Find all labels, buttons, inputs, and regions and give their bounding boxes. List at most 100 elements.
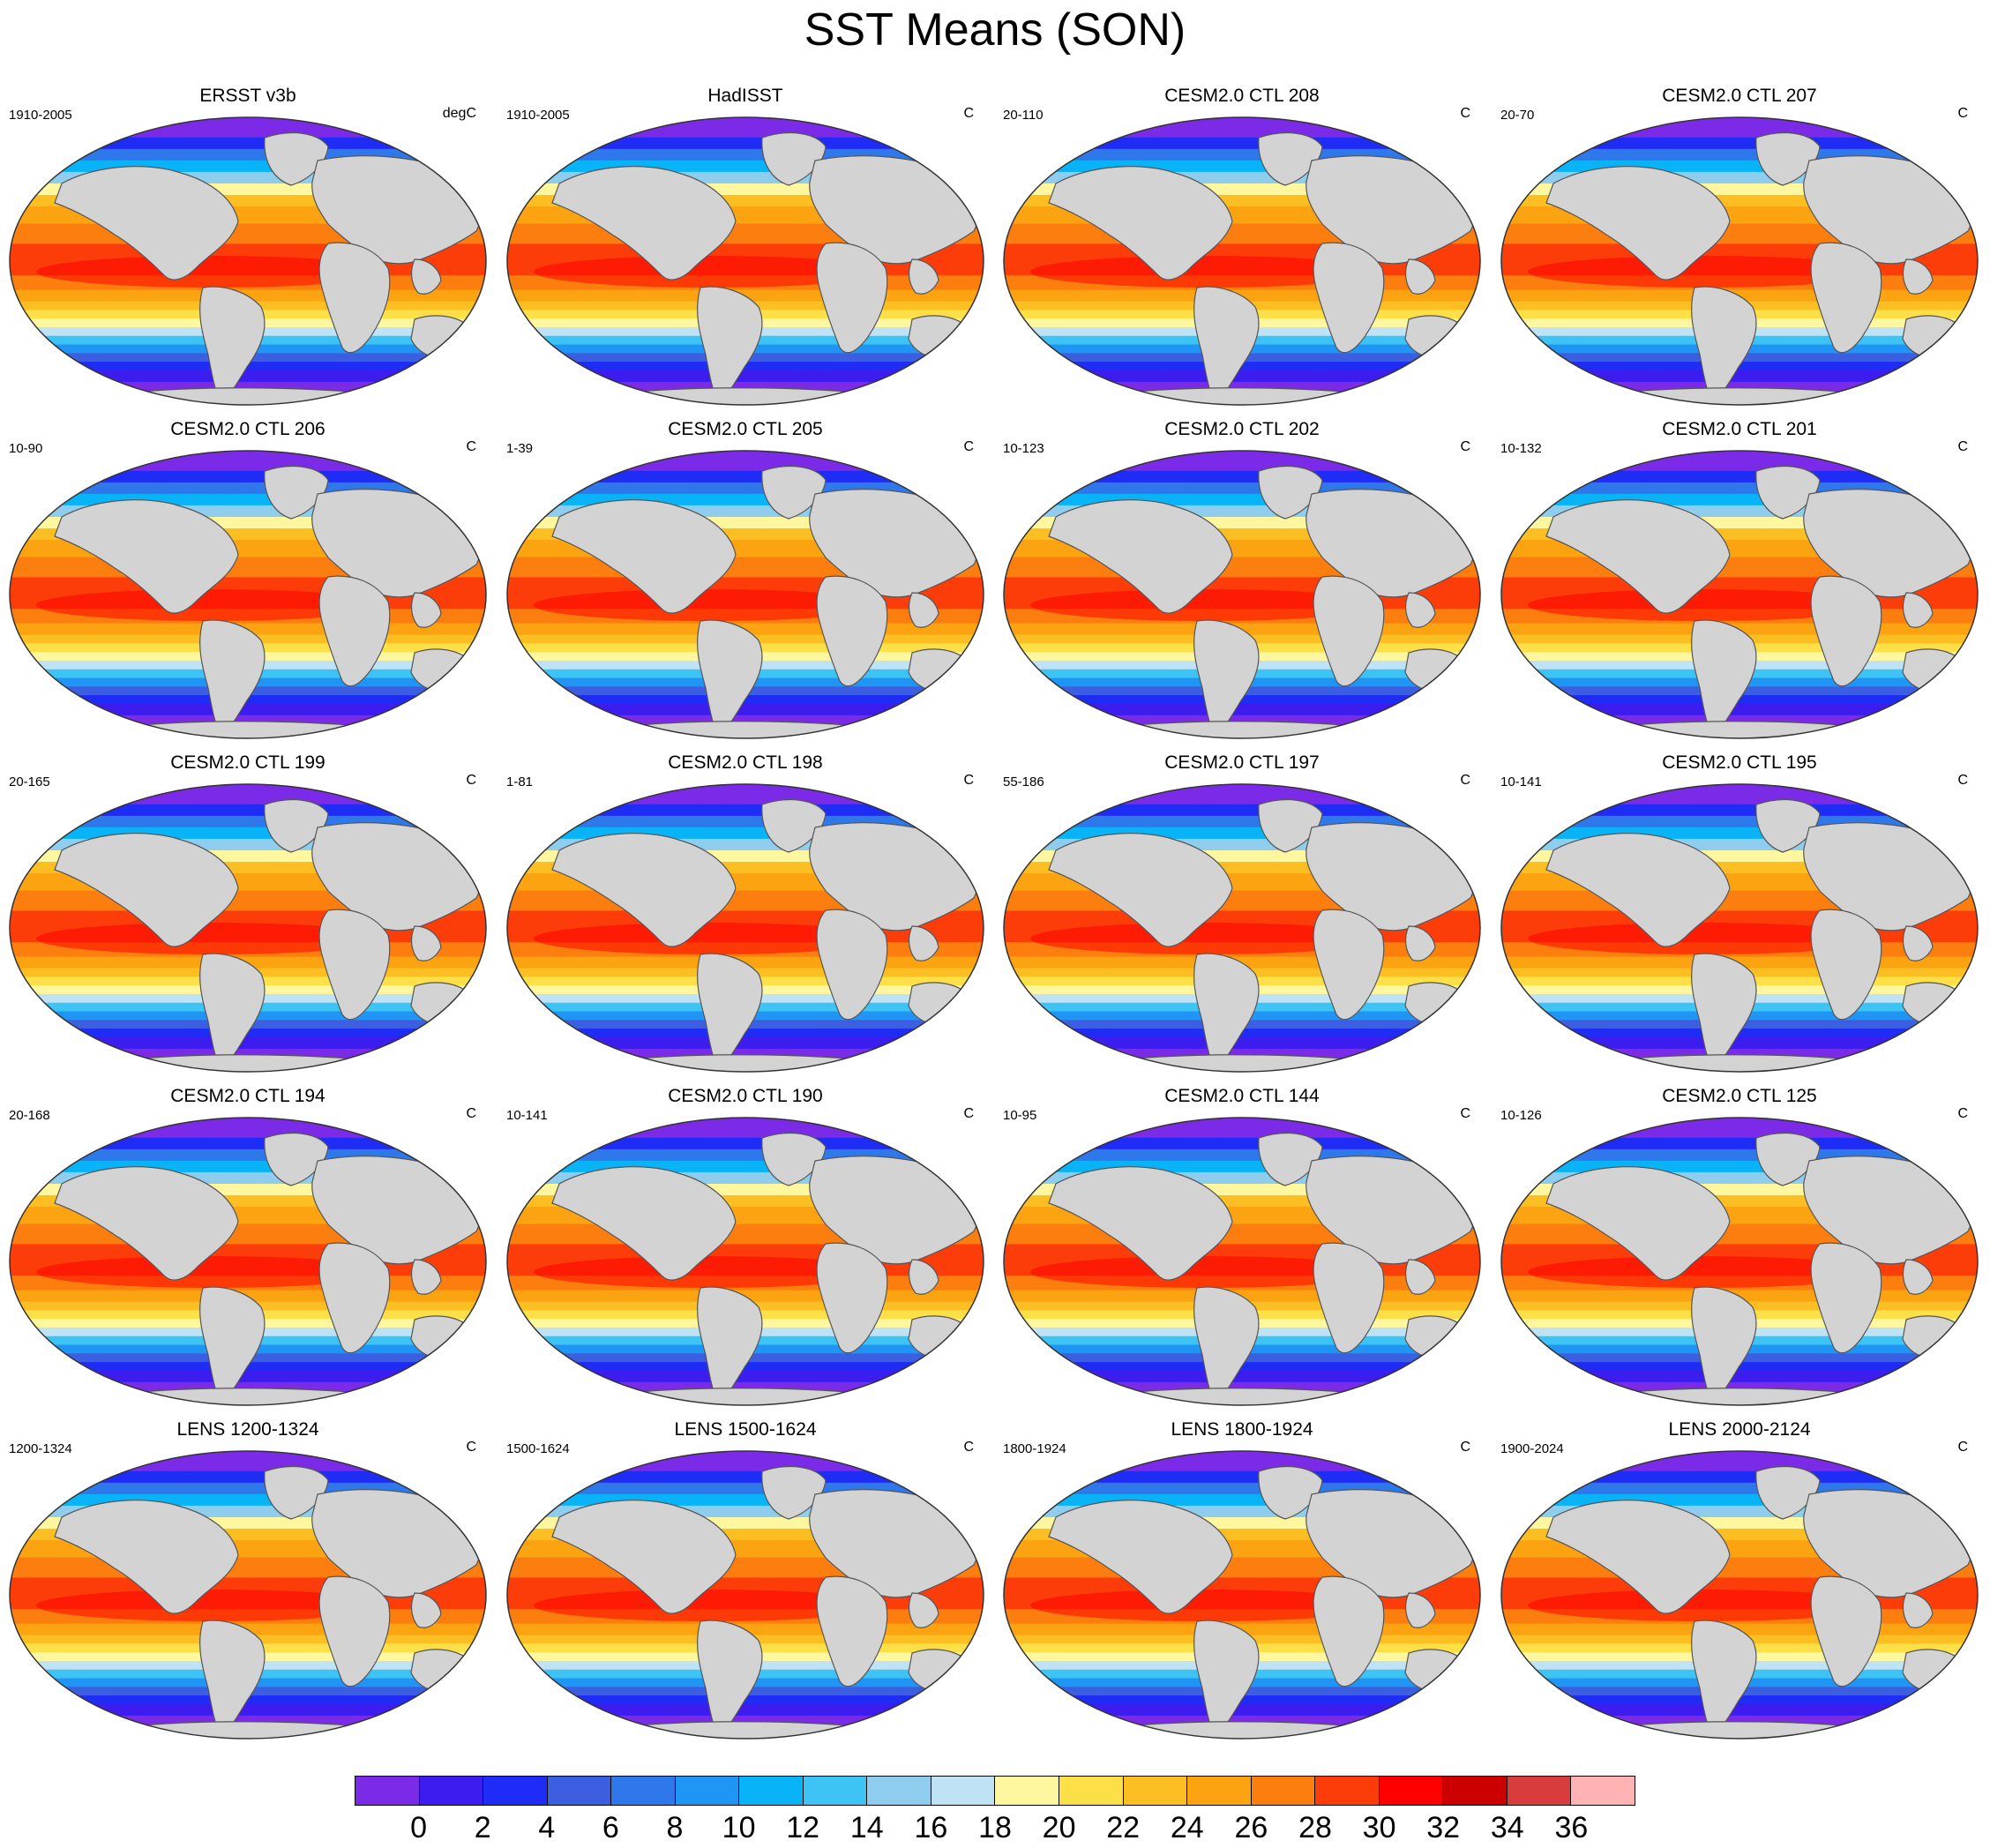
colorbar-tick-label: 18 [978, 1811, 1012, 1844]
colorbar-labels: 0 2 4 6 8 10 12 14 16 18 20 22 24 26 28 30 32 34 36 [355, 1810, 1635, 1845]
map-border [1500, 1450, 1979, 1740]
colorbar-segment [675, 1777, 740, 1805]
sst-map [1500, 1450, 1979, 1740]
land-mass [1404, 258, 1436, 295]
land-mass [318, 1242, 391, 1354]
sst-map [1003, 450, 1481, 739]
land-mass [816, 575, 888, 687]
panel-title: CESM2.0 CTL 201 [1662, 419, 1817, 439]
warm-pool [36, 1256, 389, 1288]
panel-period-label: 1500-1624 [506, 1441, 570, 1456]
land-mass [1048, 166, 1233, 281]
panel-period-label: 1-39 [506, 441, 534, 456]
panel-units-label: C [1460, 106, 1470, 121]
land-mass [1098, 387, 1384, 405]
sst-band [10, 703, 486, 716]
panel-units-label: C [963, 439, 974, 454]
panel-units-label: C [963, 1440, 974, 1455]
sst-map [506, 116, 984, 406]
sst-band [1004, 451, 1480, 472]
map-panel: CESM2.0 CTL 205 1-39 C [498, 418, 993, 750]
land-mass [104, 387, 390, 405]
panel-period-label: 10-95 [1003, 1108, 1037, 1123]
sst-band [1004, 1470, 1480, 1484]
map-panel: CESM2.0 CTL 198 1-81 C [498, 752, 993, 1083]
map-panel: CESM2.0 CTL 206 10-90 C [0, 418, 496, 750]
sst-map [1500, 116, 1979, 406]
sst-band [10, 1137, 486, 1150]
land-mass [908, 1259, 939, 1295]
panel-title: CESM2.0 CTL 199 [170, 752, 325, 773]
panel-period-label: 1900-2024 [1500, 1441, 1564, 1456]
sst-band [10, 1482, 486, 1495]
sst-band [507, 815, 984, 828]
sst-map [1500, 783, 1979, 1073]
colorbar-segment [1251, 1777, 1316, 1805]
sst-band [1501, 137, 1978, 150]
sst-band [1004, 1137, 1480, 1150]
colorbar-tick-label: 26 [1234, 1811, 1268, 1844]
map-border [9, 1450, 487, 1740]
land-mass [1545, 1500, 1731, 1614]
land-mass [816, 242, 888, 354]
sst-band [10, 815, 486, 828]
map-panel: CESM2.0 CTL 199 20-165 C [0, 752, 496, 1083]
land-mass [1313, 1575, 1385, 1687]
map-border [1003, 1450, 1481, 1740]
sst-band [507, 137, 984, 150]
sst-band [1501, 1036, 1978, 1050]
sst-band [10, 1703, 486, 1717]
land-mass [1048, 1500, 1233, 1614]
colorbar-tick-label: 36 [1554, 1811, 1589, 1844]
warm-pool [1528, 1590, 1881, 1621]
panel-title: LENS 1200-1324 [176, 1419, 319, 1440]
panel-title: LENS 1500-1624 [674, 1419, 817, 1440]
land-mass [908, 592, 939, 628]
land-mass [54, 1166, 239, 1281]
sst-band [507, 1703, 984, 1717]
sst-band [10, 451, 486, 472]
land-mass [551, 499, 737, 614]
sst-band [10, 1470, 486, 1484]
colorbar-tick-label: 24 [1170, 1811, 1204, 1844]
panel-units-label: C [963, 106, 974, 121]
panel-period-label: 1800-1924 [1003, 1441, 1066, 1456]
land-mass [318, 575, 391, 687]
colorbar-segment [547, 1777, 612, 1805]
warm-pool [36, 589, 389, 621]
sst-band [1004, 703, 1480, 716]
panel-units-label: C [466, 773, 476, 788]
land-mass [1048, 1166, 1233, 1281]
panel-units-label: C [1957, 439, 1968, 454]
sst-band [1004, 815, 1480, 828]
page-title: SST Means (SON) [804, 4, 1186, 56]
sst-band [1004, 370, 1480, 383]
sst-band [1501, 1137, 1978, 1150]
warm-pool [534, 923, 887, 954]
colorbar-segment [1315, 1777, 1380, 1805]
sst-map [9, 783, 487, 1073]
warm-pool [534, 589, 887, 621]
land-mass [1902, 1592, 1934, 1628]
panel-units-label: C [963, 773, 974, 788]
map-border [506, 450, 984, 739]
land-mass [1902, 258, 1934, 295]
sst-band [1501, 1703, 1978, 1717]
map-panel: CESM2.0 CTL 207 20-70 C [1492, 85, 1987, 416]
map-border [506, 783, 984, 1073]
map-border [9, 783, 487, 1073]
warm-pool [1528, 923, 1881, 954]
panel-units-label: degC [442, 106, 476, 121]
colorbar-segment [739, 1777, 804, 1805]
panel-period-label: 10-123 [1003, 441, 1044, 456]
land-mass [104, 1054, 390, 1072]
colorbar-segment [867, 1777, 931, 1805]
land-mass [1810, 242, 1882, 354]
land-mass [1902, 925, 1934, 961]
colorbar-segment [1379, 1777, 1444, 1805]
map-border [1500, 450, 1979, 739]
colorbar [355, 1776, 1635, 1806]
land-mass [1596, 1388, 1882, 1405]
land-mass [318, 1575, 391, 1687]
sst-map [9, 450, 487, 739]
